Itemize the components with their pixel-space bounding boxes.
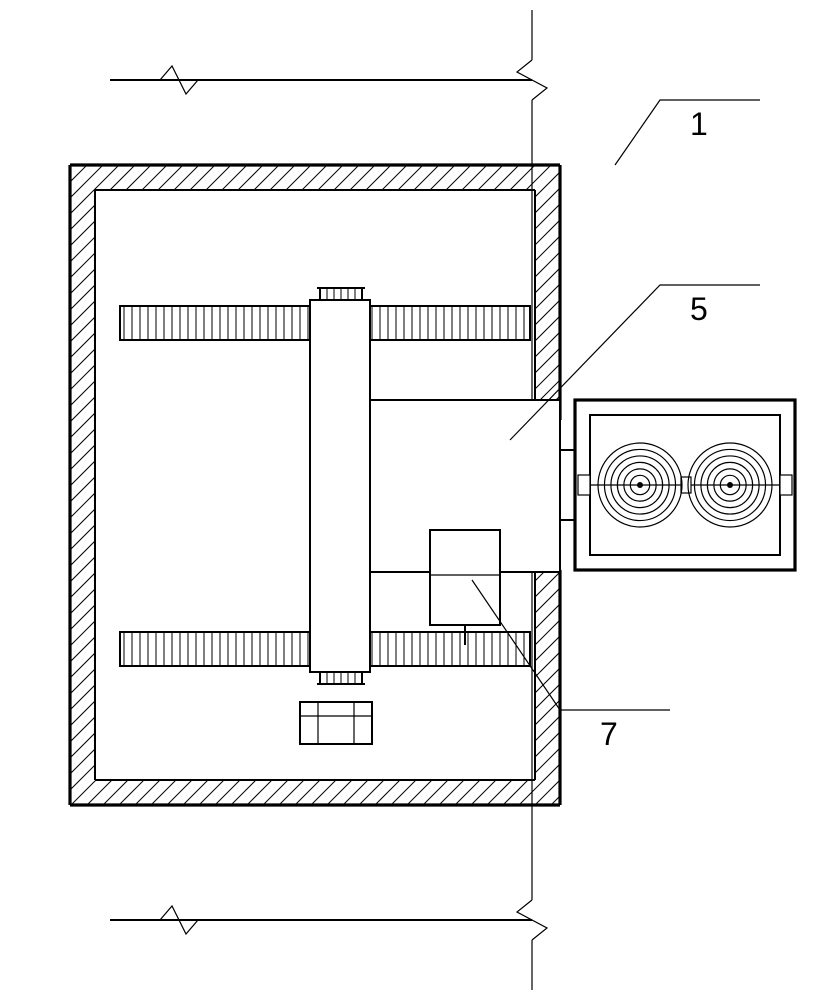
external-spoolbox <box>575 400 795 570</box>
carriage-bar <box>310 300 370 672</box>
label-l5: 5 <box>690 291 708 327</box>
label-l1: 1 <box>690 106 708 142</box>
bottom-bracket <box>300 702 372 744</box>
label-l7: 7 <box>600 716 618 752</box>
motor-box <box>430 530 500 645</box>
